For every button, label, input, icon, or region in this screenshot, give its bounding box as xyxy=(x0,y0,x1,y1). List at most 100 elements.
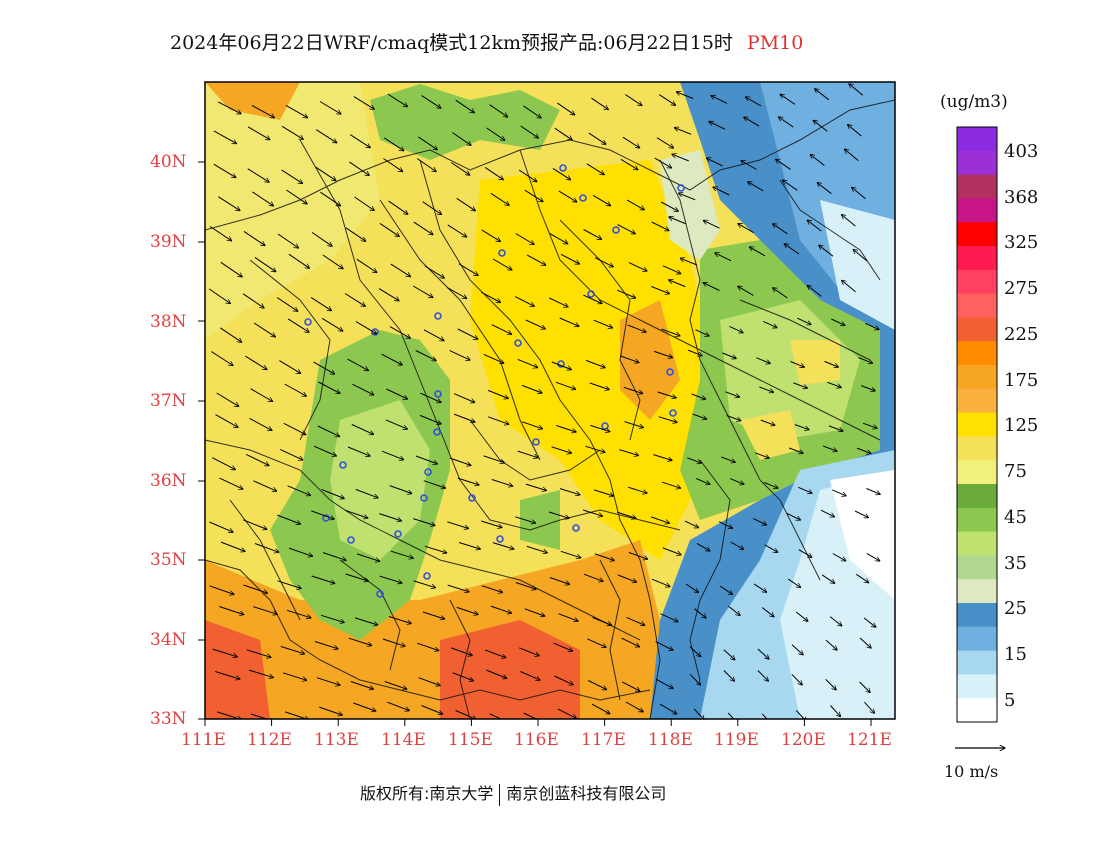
copyright-separator xyxy=(499,783,501,806)
wind-vector xyxy=(848,125,862,137)
wind-vector xyxy=(592,617,612,626)
wind-vector xyxy=(254,256,276,271)
wind-vector xyxy=(617,224,636,234)
wind-vector xyxy=(447,224,467,237)
wind-vector xyxy=(661,481,681,488)
wind-vector xyxy=(721,456,735,462)
wind-vector xyxy=(254,543,279,553)
wind-vector xyxy=(485,649,506,658)
wind-vector xyxy=(348,637,372,645)
wind-vector xyxy=(655,641,673,651)
field-bohai-pale xyxy=(820,200,895,330)
wind-vector xyxy=(676,92,694,99)
wind-vector xyxy=(659,703,677,714)
wind-vector xyxy=(784,244,800,255)
lon-label-114: 114E xyxy=(381,730,426,750)
wind-vector xyxy=(344,293,365,307)
wind-vector xyxy=(243,519,267,530)
wind-vector xyxy=(695,329,710,336)
wind-vector xyxy=(389,326,410,339)
wind-vector xyxy=(790,361,805,368)
lon-label-111: 111E xyxy=(181,730,226,750)
wind-vector xyxy=(243,230,265,245)
wind-vector xyxy=(385,419,408,429)
wind-vector xyxy=(520,125,539,138)
wind-vector xyxy=(215,414,239,428)
wind-vector xyxy=(219,606,244,615)
wind-vector xyxy=(320,614,344,622)
wind-vector xyxy=(523,712,543,719)
wind-vector xyxy=(692,413,707,419)
wind-vector xyxy=(280,646,305,654)
colorbar-frame xyxy=(956,126,998,723)
wind-vector xyxy=(486,127,505,140)
wind-vector xyxy=(451,647,472,656)
wind-vector xyxy=(412,285,433,298)
wind-vector xyxy=(418,677,441,686)
wind-vector xyxy=(866,552,880,561)
wind-vector xyxy=(208,288,230,304)
wind-vector xyxy=(791,644,803,655)
wind-vector xyxy=(526,545,547,552)
wind-vector xyxy=(351,424,374,435)
wind-vector xyxy=(253,480,277,491)
wind-vector xyxy=(216,392,239,406)
wind-vector xyxy=(491,324,512,335)
wind-vector xyxy=(215,671,240,680)
copyright: 版权所有:南京大学 南京创蓝科技有限公司 xyxy=(360,780,666,806)
wind-vector xyxy=(789,447,803,453)
wind-vector xyxy=(864,701,874,713)
colorbar-swatch xyxy=(957,365,997,390)
wind-vector xyxy=(557,102,574,115)
wind-vector xyxy=(845,149,859,161)
wind-vector xyxy=(413,518,435,526)
wind-vector xyxy=(560,550,581,558)
wind-vector xyxy=(583,229,602,240)
wind-vector xyxy=(585,359,605,367)
wind-vector xyxy=(760,419,775,425)
wind-vector xyxy=(347,358,369,371)
wind-vector xyxy=(549,577,570,585)
wind-vector xyxy=(616,511,636,518)
wind-vector xyxy=(456,197,476,211)
wind-vector xyxy=(757,648,769,659)
wind-vector xyxy=(456,606,478,614)
wind-vector xyxy=(626,616,645,625)
colorbar-swatch xyxy=(957,650,997,675)
wind-vector xyxy=(856,573,868,582)
wind-vector xyxy=(287,485,311,496)
title-species: PM10 xyxy=(746,32,804,54)
wind-vector xyxy=(379,513,401,521)
wind-vector xyxy=(315,129,337,143)
lon-label-112: 112E xyxy=(247,730,292,750)
wind-vector xyxy=(379,575,402,583)
wind-vector xyxy=(419,414,441,424)
wind-vector xyxy=(212,457,235,470)
wind-vector xyxy=(390,263,411,277)
wind-vector xyxy=(723,670,735,682)
wind-vector xyxy=(549,232,568,243)
wind-vector xyxy=(481,229,501,242)
wind-vector xyxy=(557,708,577,719)
wind-vector xyxy=(555,381,576,389)
colorbar-swatch xyxy=(957,507,997,533)
wind-vector xyxy=(756,357,770,364)
wind-vector xyxy=(455,710,477,719)
wind-vector xyxy=(687,457,701,463)
wind-vector xyxy=(558,190,577,202)
wind-vector xyxy=(211,351,233,366)
wind-vector xyxy=(310,296,331,310)
wind-vector xyxy=(622,136,640,148)
wind-vector xyxy=(817,183,832,195)
wind-vector xyxy=(583,294,602,303)
wind-vector xyxy=(247,168,270,183)
colorbar-label-5: 5 xyxy=(1004,690,1016,711)
wind-vector xyxy=(447,584,469,592)
wind-vector xyxy=(524,608,545,616)
wind-vector xyxy=(842,280,856,293)
wind-vector xyxy=(863,617,876,627)
wind-vector xyxy=(854,510,869,518)
wind-vector xyxy=(773,224,788,235)
lon-label-117: 117E xyxy=(581,730,626,750)
field-west-yellow xyxy=(205,82,380,340)
